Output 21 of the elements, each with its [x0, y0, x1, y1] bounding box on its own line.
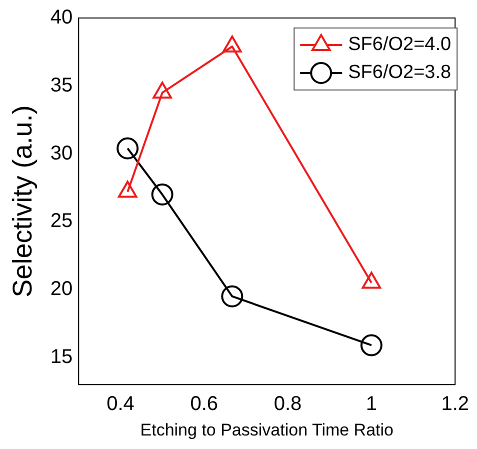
x-tick-label: 0.6 [190, 393, 218, 416]
x-tick-label: 1 [366, 393, 378, 416]
y-tick-label: 25 [50, 210, 73, 232]
point [360, 334, 382, 356]
legend-label: SF6/O2=3.8 [348, 62, 452, 84]
x-tick-label: 0.8 [274, 393, 302, 416]
legend-label: SF6/O2=4.0 [348, 34, 452, 56]
point [152, 82, 172, 99]
y-axis-title: Selectivity (a.u.) [8, 105, 38, 298]
point [116, 137, 139, 160]
x-axis-title: Etching to Passivation Time Ratio [140, 420, 394, 440]
point [221, 285, 244, 308]
y-tick-label: 30 [50, 142, 73, 164]
y-tick-label: 40 [50, 6, 73, 29]
y-tick-label: 35 [50, 74, 73, 96]
x-tick-label: 1.2 [441, 393, 470, 416]
point [222, 36, 242, 53]
point [151, 184, 174, 206]
y-tick-label: 20 [50, 278, 73, 300]
y-tick-label: 15 [50, 346, 73, 368]
x-tick-label: 0.4 [106, 393, 134, 416]
